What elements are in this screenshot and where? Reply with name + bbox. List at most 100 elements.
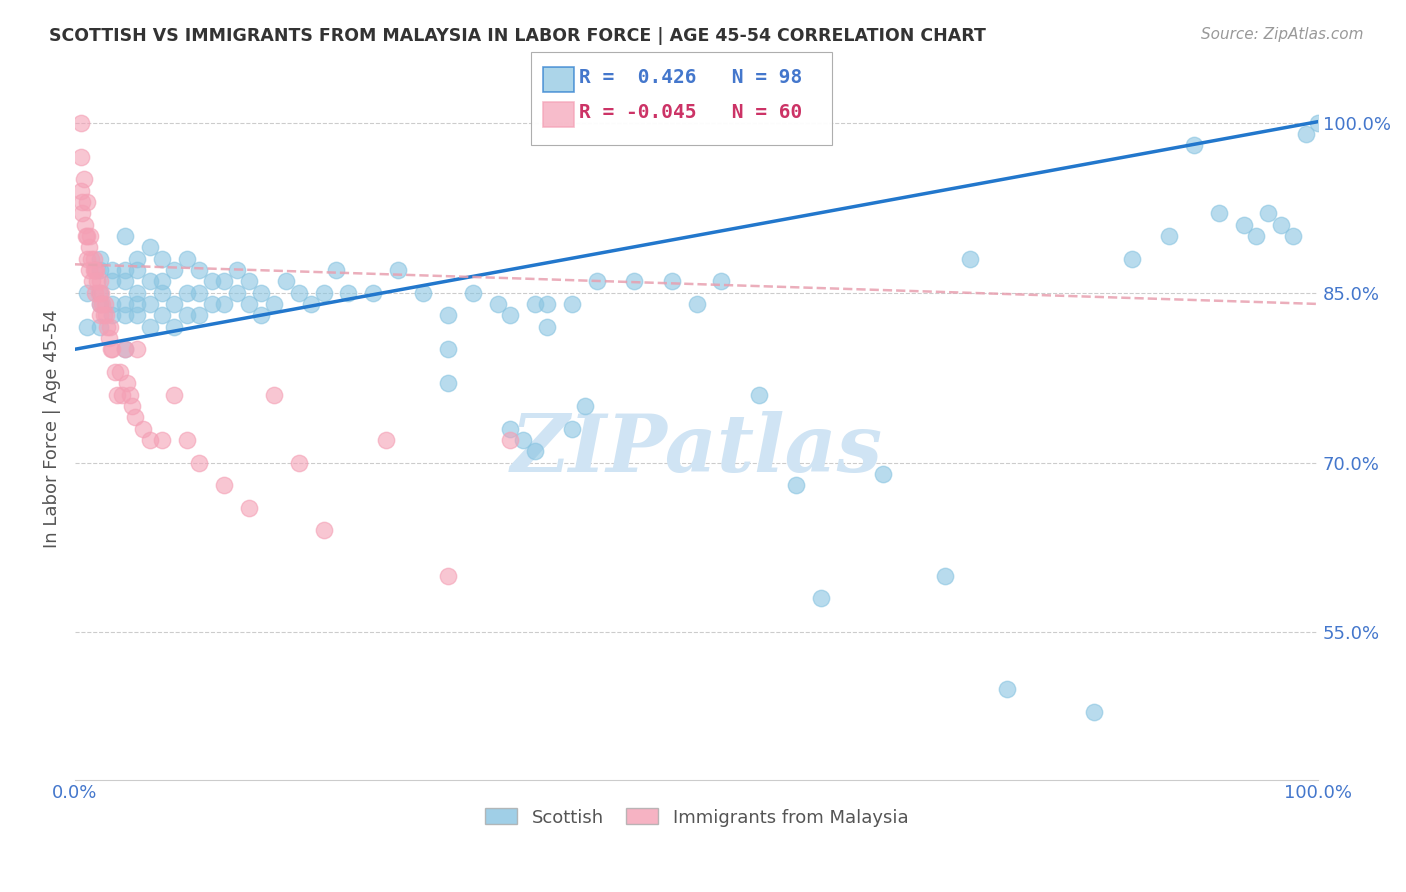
Point [114,297,136,311]
Point [115,376,138,391]
Point [512,433,534,447]
Point [77,240,100,254]
Point [127,343,149,357]
Point [121,399,143,413]
Y-axis label: In Labor Force | Age 45-54: In Labor Force | Age 45-54 [44,310,60,548]
Point [76,285,98,300]
Point [127,297,149,311]
Point [387,263,409,277]
Point [188,263,211,277]
Point [98,319,121,334]
Point [710,274,733,288]
Point [114,263,136,277]
Point [337,285,360,300]
Point [89,274,111,288]
Point [176,285,198,300]
Point [523,297,546,311]
Point [83,252,105,266]
Point [89,285,111,300]
Point [96,319,118,334]
Point [76,319,98,334]
Point [77,263,100,277]
Point [94,308,117,322]
Point [1121,252,1143,266]
Point [299,297,322,311]
Point [114,229,136,244]
Point [124,410,146,425]
Point [163,263,186,277]
Point [263,297,285,311]
Point [86,274,108,288]
Point [79,229,101,244]
Point [101,343,124,357]
Point [499,433,522,447]
Point [1270,218,1292,232]
Point [150,274,173,288]
Point [312,285,335,300]
Point [1308,116,1330,130]
Point [76,194,98,209]
Point [1157,229,1180,244]
Point [100,343,122,357]
Point [872,467,894,481]
Point [176,308,198,322]
Point [118,387,141,401]
Point [70,116,93,130]
Point [201,274,224,288]
Point [114,343,136,357]
Point [250,285,273,300]
Point [94,297,117,311]
Point [108,365,131,379]
Point [1257,206,1279,220]
Point [176,433,198,447]
Point [437,376,460,391]
Point [101,297,124,311]
Point [83,285,105,300]
Point [201,297,224,311]
Point [127,263,149,277]
Point [995,681,1018,696]
Point [111,387,134,401]
Point [73,218,96,232]
Point [91,297,114,311]
Point [287,285,309,300]
Point [76,252,98,266]
Point [89,308,111,322]
Point [225,263,247,277]
Point [89,252,111,266]
Point [785,478,807,492]
Point [89,297,111,311]
Point [150,285,173,300]
Point [83,263,105,277]
Point [263,387,285,401]
Point [250,308,273,322]
Point [150,308,173,322]
Point [72,206,94,220]
Point [225,285,247,300]
Point [437,343,460,357]
Point [1295,127,1317,141]
Point [114,308,136,322]
Point [1083,705,1105,719]
Point [84,263,107,277]
Point [238,274,260,288]
Point [437,308,460,322]
Point [163,319,186,334]
Point [101,263,124,277]
Point [138,319,160,334]
Point [127,308,149,322]
Point [325,263,347,277]
Point [89,319,111,334]
Text: R = -0.045   N = 60: R = -0.045 N = 60 [579,103,803,122]
Point [685,297,707,311]
Point [437,568,460,582]
Point [1182,138,1205,153]
Point [70,150,93,164]
Legend: Scottish, Immigrants from Malaysia: Scottish, Immigrants from Malaysia [478,801,915,834]
Point [82,274,104,288]
Point [87,285,110,300]
Point [163,297,186,311]
Point [132,421,155,435]
Point [363,285,385,300]
Point [188,308,211,322]
